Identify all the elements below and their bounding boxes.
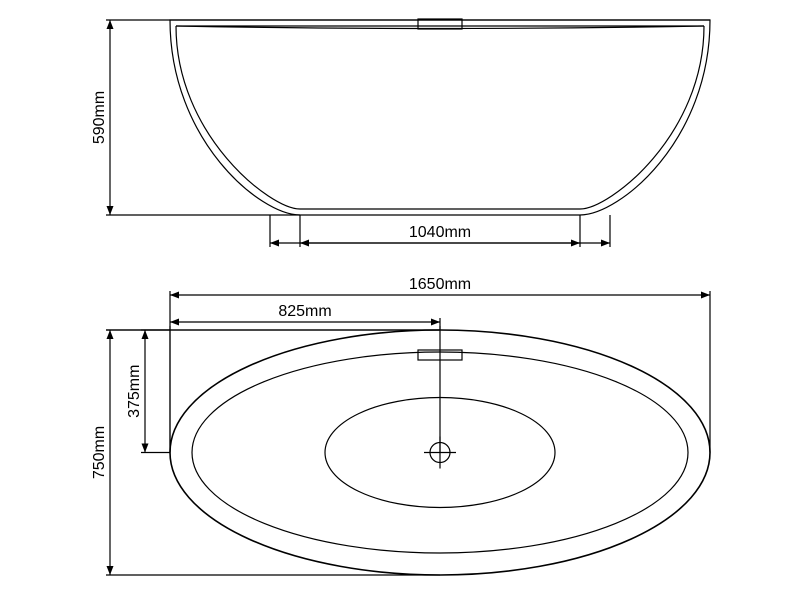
side-height-dim: 590mm [91, 91, 108, 144]
side-base-dim: 1040mm [409, 224, 471, 241]
top-full-h-dim: 750mm [91, 426, 108, 479]
top-half-w-dim: 825mm [278, 303, 331, 320]
top-half-h-dim: 375mm [126, 365, 143, 418]
top-full-w-dim: 1650mm [409, 276, 471, 293]
